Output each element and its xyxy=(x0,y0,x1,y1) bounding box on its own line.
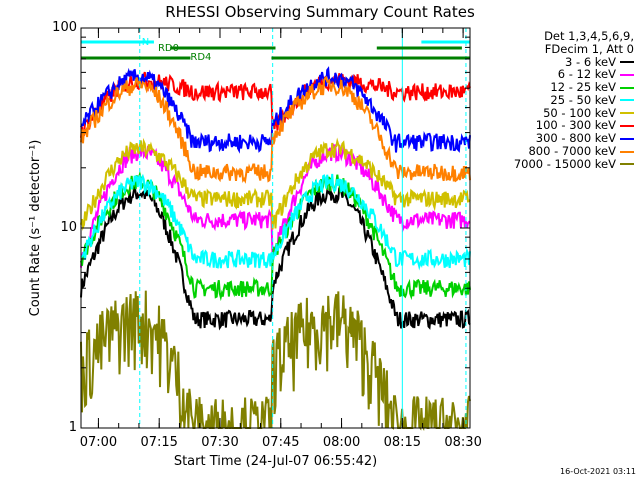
annotation-rd4: RD4 xyxy=(190,52,212,63)
legend-item: 50 - 100 keV xyxy=(514,105,634,120)
legend-item: 300 - 800 keV xyxy=(514,132,634,145)
series-layer xyxy=(80,66,471,432)
legend-item-label: 6 - 12 keV xyxy=(557,67,616,82)
legend-swatch xyxy=(620,99,634,102)
legend-item: 6 - 12 keV xyxy=(514,68,634,81)
legend-header-line-1: Det 1,3,4,5,6,9, xyxy=(544,28,634,43)
x-axis-label: Start Time (24-Jul-07 06:55:42) xyxy=(173,454,378,469)
tick-layer xyxy=(81,28,470,429)
x-tick-label: 07:00 xyxy=(79,435,118,450)
timestamp: 16-Oct-2021 03:11 xyxy=(560,467,636,476)
y-tick-label: 10 xyxy=(60,220,77,235)
legend-swatch xyxy=(620,163,634,166)
legend-swatch xyxy=(620,150,634,153)
annotation-n: N xyxy=(141,37,150,48)
x-tick-label: 07:30 xyxy=(201,435,239,450)
marker-layer xyxy=(81,28,470,428)
legend-item-label: 7000 - 15000 keV xyxy=(513,156,616,171)
legend-swatch xyxy=(620,124,634,127)
legend-item-label: 800 - 7000 keV xyxy=(528,144,616,159)
legend-item: 25 - 50 keV xyxy=(514,92,634,107)
y-axis-label: Count Rate (s⁻¹ detector⁻¹) xyxy=(28,139,43,317)
series-line-3 xyxy=(80,173,471,271)
x-tick-label: 07:15 xyxy=(140,435,178,450)
legend-item-label: 25 - 50 keV xyxy=(550,92,616,107)
legend-item: 100 - 300 keV xyxy=(514,118,634,133)
legend-swatch xyxy=(620,73,634,76)
y-tick-label: 1 xyxy=(68,420,77,435)
legend-item: 7000 - 15000 keV xyxy=(513,156,634,171)
series-line-8 xyxy=(80,290,471,432)
legend-swatch xyxy=(620,137,634,140)
series-line-4 xyxy=(80,137,471,231)
x-tick-label: 08:30 xyxy=(444,435,482,450)
legend-item-label: 12 - 25 keV xyxy=(550,80,616,95)
legend-items: 3 - 6 keV 6 - 12 keV 12 - 25 keV 25 - 50 ke… xyxy=(513,54,634,171)
series-line-7 xyxy=(80,75,471,184)
x-tick-label: 07:45 xyxy=(262,435,300,450)
chart-title: RHESSI Observing Summary Count Rates xyxy=(165,3,475,21)
x-tick-label: 08:00 xyxy=(322,435,361,450)
series-line-6 xyxy=(80,66,471,154)
legend: Det 1,3,4,5,6,9, FDecim 1, Att 0 3 - 6 k… xyxy=(514,30,634,171)
legend-item-label: 100 - 300 keV xyxy=(535,118,616,133)
legend-item: 3 - 6 keV xyxy=(514,54,634,69)
y-tick-label: 100 xyxy=(52,20,77,35)
legend-item-label: 50 - 100 keV xyxy=(543,105,616,120)
x-tick-label: 08:15 xyxy=(383,435,422,450)
legend-item-label: 3 - 6 keV xyxy=(565,54,616,69)
legend-swatch xyxy=(620,86,634,89)
legend-item: 12 - 25 keV xyxy=(514,81,634,94)
legend-swatch xyxy=(620,112,634,115)
legend-item-label: 300 - 800 keV xyxy=(535,131,616,146)
legend-item: 800 - 7000 keV xyxy=(514,145,634,158)
legend-header-line-2: FDecim 1, Att 0 xyxy=(544,41,634,56)
legend-swatch xyxy=(620,60,634,63)
annotation-rd0: RD0 xyxy=(157,43,179,54)
